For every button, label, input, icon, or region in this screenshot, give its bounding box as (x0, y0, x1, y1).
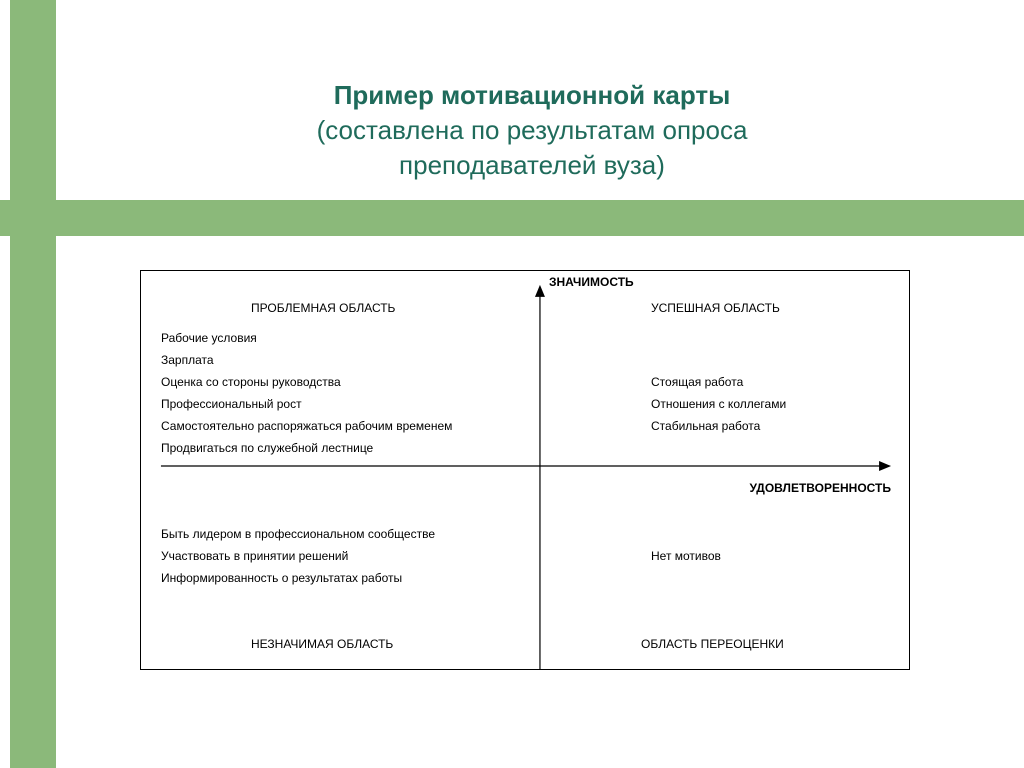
quadrant-label-top-left: ПРОБЛЕМНАЯ ОБЛАСТЬ (251, 301, 395, 315)
list-item: Стабильная работа (651, 415, 786, 437)
list-item: Профессиональный рост (161, 393, 452, 415)
list-item: Продвигаться по служебной лестнице (161, 437, 452, 459)
items-top-left: Рабочие условияЗарплатаОценка со стороны… (161, 327, 452, 459)
title-line-3: преподавателей вуза) (80, 150, 984, 181)
items-bottom-left: Быть лидером в профессиональном сообщест… (161, 523, 435, 589)
slide: Пример мотивационной карты (составлена п… (0, 0, 1024, 768)
title-line-2: (составлена по результатам опроса (80, 115, 984, 146)
x-axis-label: УДОВЛЕТВОРЕННОСТЬ (749, 481, 891, 495)
items-top-right: Стоящая работаОтношения с коллегамиСтаби… (651, 371, 786, 437)
list-item: Рабочие условия (161, 327, 452, 349)
quadrant-label-bottom-right: ОБЛАСТЬ ПЕРЕОЦЕНКИ (641, 637, 784, 651)
y-axis-label: ЗНАЧИМОСТЬ (549, 275, 634, 289)
list-item: Оценка со стороны руководства (161, 371, 452, 393)
items-bottom-right: Нет мотивов (651, 545, 721, 567)
list-item: Информированность о результатах работы (161, 567, 435, 589)
list-item: Отношения с коллегами (651, 393, 786, 415)
horizontal-accent-stripe (0, 200, 1024, 236)
title-line-1: Пример мотивационной карты (80, 80, 984, 111)
list-item: Быть лидером в профессиональном сообщест… (161, 523, 435, 545)
quadrant-label-bottom-left: НЕЗНАЧИМАЯ ОБЛАСТЬ (251, 637, 393, 651)
quadrant-label-top-right: УСПЕШНАЯ ОБЛАСТЬ (651, 301, 780, 315)
title-block: Пример мотивационной карты (составлена п… (80, 80, 984, 181)
list-item: Зарплата (161, 349, 452, 371)
list-item: Нет мотивов (651, 545, 721, 567)
list-item: Стоящая работа (651, 371, 786, 393)
left-accent-bar (10, 0, 56, 768)
quadrant-diagram: ЗНАЧИМОСТЬ УДОВЛЕТВОРЕННОСТЬ ПРОБЛЕМНАЯ … (140, 270, 910, 670)
list-item: Участвовать в принятии решений (161, 545, 435, 567)
list-item: Самостоятельно распоряжаться рабочим вре… (161, 415, 452, 437)
